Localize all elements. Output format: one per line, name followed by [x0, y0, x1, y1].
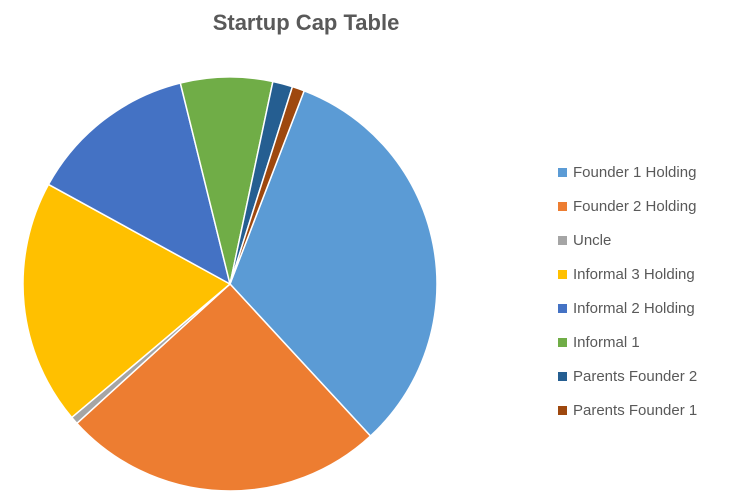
pie-slices	[22, 76, 438, 492]
legend-label: Parents Founder 2	[573, 367, 698, 385]
legend-label: Uncle	[573, 231, 612, 249]
legend-label: Founder 2 Holding	[573, 197, 697, 215]
legend-swatch	[558, 269, 567, 279]
legend-swatch	[558, 371, 567, 381]
chart-legend: Founder 1 Holding Founder 2 Holding Uncl…	[558, 155, 728, 427]
legend-item: Informal 1	[558, 325, 728, 359]
legend-swatch	[558, 303, 567, 313]
legend-label: Informal 1	[573, 333, 640, 351]
pie-slice-founder-2-holding	[76, 283, 372, 492]
legend-swatch	[558, 405, 567, 415]
legend-item: Informal 2 Holding	[558, 291, 728, 325]
legend-label: Informal 2 Holding	[573, 299, 695, 317]
legend-swatch	[558, 235, 567, 245]
legend-item: Parents Founder 1	[558, 393, 728, 427]
legend-item: Founder 2 Holding	[558, 189, 728, 223]
chart-title: Startup Cap Table	[212, 10, 400, 35]
legend-swatch	[558, 167, 567, 177]
pie-slice-founder-1-holding	[229, 90, 438, 437]
legend-item: Uncle	[558, 223, 728, 257]
pie-slice-parents-founder-1	[229, 85, 305, 285]
legend-swatch	[558, 201, 567, 211]
legend-label: Parents Founder 1	[573, 401, 698, 419]
pie-slice-informal-3-holding	[22, 183, 231, 419]
legend-label: Founder 1 Holding	[573, 163, 697, 181]
legend-item: Informal 3 Holding	[558, 257, 728, 291]
legend-label: Informal 3 Holding	[573, 265, 695, 283]
legend-swatch	[558, 337, 567, 347]
legend-item: Parents Founder 2	[558, 359, 728, 393]
pie-slice-informal-2-holding	[47, 82, 231, 285]
legend-item: Founder 1 Holding	[558, 155, 728, 189]
